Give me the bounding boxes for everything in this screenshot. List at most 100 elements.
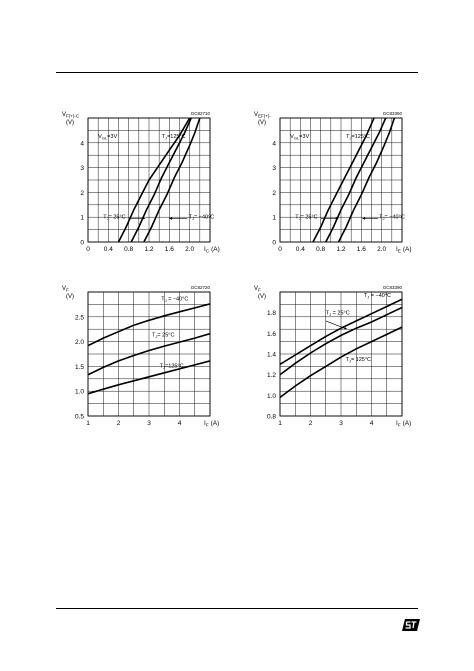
annotation-symbol: T (162, 134, 166, 140)
annotation-t125: TJ= 125°C (346, 357, 371, 364)
y-tick-label: 4 (80, 140, 84, 147)
plot-frame (87, 117, 211, 243)
series-group (88, 303, 210, 395)
annotation-sub: GL (294, 135, 300, 140)
y-axis-label-symbol: V (254, 286, 258, 292)
x-axis-label-sub: F (206, 423, 209, 428)
annotation-sub: J (349, 135, 351, 140)
annotation-sub: J (163, 365, 165, 370)
annotation-value: =125°C (167, 134, 186, 140)
y-axis-label: VF (62, 286, 69, 293)
series-line-0 (88, 303, 210, 347)
leader-arrow (142, 217, 145, 220)
st-logo: ST (402, 618, 420, 632)
x-tick-label: 0.4 (104, 246, 113, 253)
y-tick-label: 0.5 (75, 414, 84, 421)
x-axis-label-sub: C (206, 249, 210, 254)
y-axis-unit: (V) (258, 120, 266, 126)
y-tick-label: 1 (272, 215, 276, 222)
annotation-t25: TJ= 25°C (152, 333, 174, 340)
series-line-2 (88, 360, 210, 395)
series-line-1 (130, 118, 192, 242)
annotation-sub: GL (102, 135, 108, 140)
figure-id: GC82710 (191, 111, 211, 116)
chart-panel-bottom-left: 1 2 3 4 0.5 1.0 1.5 2.0 2.5 VF (V) IF (A) GC82720 TJ =… (54, 278, 224, 438)
y-tick-label: 1.4 (267, 352, 276, 359)
annotation-symbol: T (346, 134, 350, 140)
y-tick-label: 1 (80, 215, 84, 222)
leader-arrow (335, 217, 339, 220)
annotation-symbol: T (189, 214, 193, 220)
annotation-t25: TJ = 25°C (326, 311, 350, 318)
y-tick-label: 2.5 (75, 314, 84, 321)
x-axis-label-symbol: I (396, 246, 398, 253)
plot-frame (279, 117, 403, 243)
annotation-t25: TJ= 25°C (295, 214, 317, 221)
y-tick-label: 3 (80, 165, 84, 172)
annotation-symbol: T (295, 214, 299, 220)
y-tick-label: 4 (272, 140, 276, 147)
y-tick-label: 2 (80, 190, 84, 197)
x-axis-label-sub: E (398, 249, 401, 254)
series-line-0 (312, 118, 375, 242)
x-tick-label: 4 (370, 420, 374, 427)
figure-id: GC83390 (383, 285, 403, 290)
y-tick-label: 1.5 (75, 364, 84, 371)
annotation-sub: J (299, 216, 301, 221)
annotation-sub: J (367, 295, 369, 300)
series-line-2 (337, 118, 396, 242)
leader-arrow (344, 327, 348, 330)
annotation-sub: J (107, 216, 109, 221)
annotation-value: = −40°C (385, 214, 405, 220)
y-axis-label-symbol: V (62, 112, 66, 118)
x-axis-label: IF (A) (396, 420, 411, 428)
chart-panel-top-right: 0 0.4 0.8 1.2 1.6 2.0 0 1 2 3 4 VEF(+)- (V) IE (A) GC83… (246, 104, 416, 264)
x-tick-label: 3 (339, 420, 343, 427)
y-tick-label: 2 (272, 190, 276, 197)
annotation-value: = 25°C (109, 214, 126, 220)
series-line-1 (88, 332, 210, 376)
series-line-2 (143, 118, 201, 242)
y-axis-label-sub: F (258, 288, 261, 293)
y-tick-label: 0 (272, 240, 276, 247)
y-axis-label-sub: EF(+)- (258, 114, 271, 119)
series-line-2 (280, 326, 402, 399)
annotation-value: = −40°C (369, 293, 391, 299)
x-axis-label: IE (A) (396, 246, 412, 254)
annotation-value: = 25°C (301, 214, 318, 220)
annotation-value: =125°C (165, 363, 184, 369)
leader-arrow (362, 217, 366, 220)
annotation-t125: TJ=125°C (160, 363, 184, 370)
series-line-1 (280, 306, 402, 376)
x-tick-label: 4 (178, 420, 182, 427)
y-tick-label: 1.2 (267, 372, 276, 379)
x-axis-label: IF (A) (204, 420, 219, 428)
annotation-symbol: V (290, 134, 294, 140)
series-line-0 (117, 118, 191, 242)
x-tick-label: 2 (309, 420, 313, 427)
x-tick-label: 1.2 (144, 246, 153, 253)
figure-id: GC83360 (383, 111, 403, 116)
annotation-symbol: T (364, 293, 368, 299)
annotation-value: = 25°C (157, 333, 174, 339)
annotation-value: = −40°C (194, 214, 214, 220)
y-axis-label-sub: F (66, 288, 69, 293)
annotation-t25: TJ= 25°C (103, 214, 125, 221)
annotation-sub: J (165, 298, 167, 303)
annotation-t125: TJ=125°C (162, 134, 186, 141)
annotation-symbol: T (161, 296, 165, 302)
x-tick-label: 0 (278, 246, 282, 253)
y-tick-label: 1.0 (75, 389, 84, 396)
chart-panel-bottom-right: 1 2 3 4 0.8 1.0 1.2 1.4 1.6 1.8 VF (V) IF (A) GC83390 T… (246, 278, 416, 438)
y-tick-label: 1.6 (267, 331, 276, 338)
x-axis-label-sub: F (398, 423, 401, 428)
annotation-t125: TJ=125°C (346, 134, 370, 141)
annotation-sub: J (165, 135, 167, 140)
annotation-sub: J (155, 334, 157, 339)
annotation-value: =3V (107, 134, 117, 140)
chart-panel-top-left: 0 0.4 0.8 1.2 1.6 2.0 0 1 2 3 4 VF(+)-C (V) IC (A) GC82… (54, 104, 224, 264)
st-logo-text: ST (402, 618, 403, 619)
st-logo-mark (402, 619, 420, 631)
y-axis-label: VF(+)-C (62, 112, 80, 119)
y-axis-label: VF (254, 286, 261, 293)
